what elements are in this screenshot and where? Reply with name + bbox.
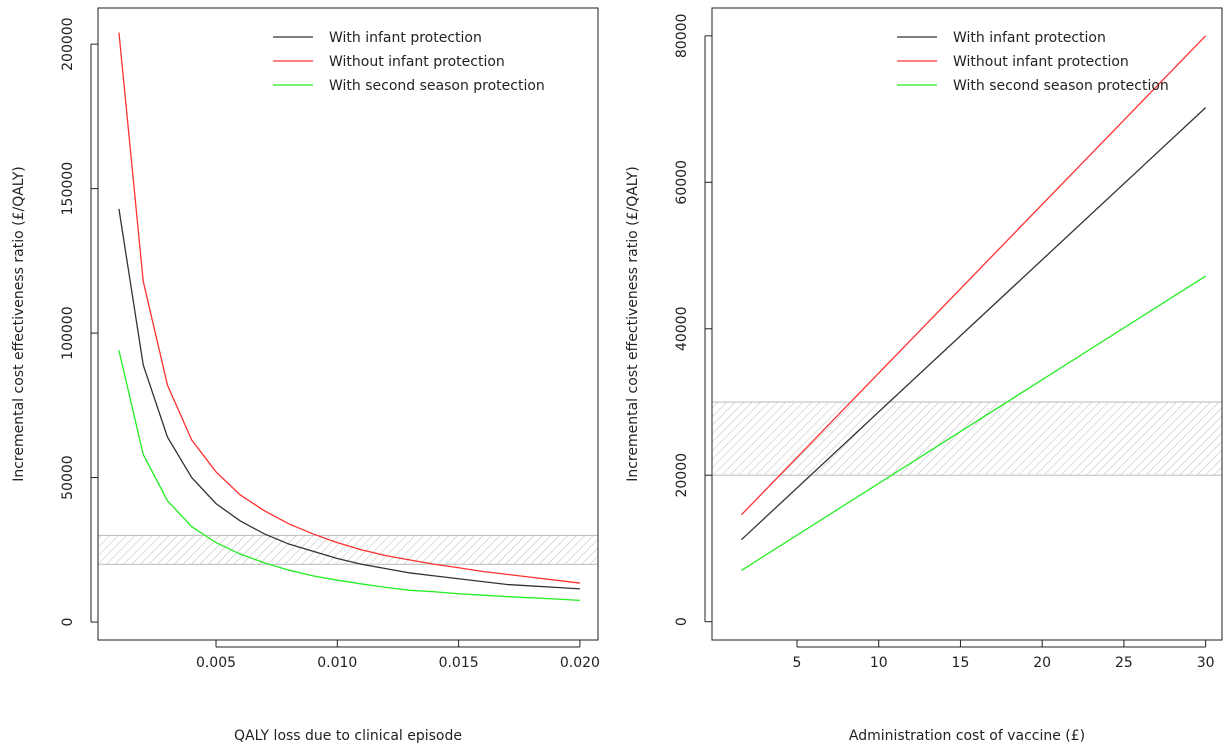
shaded-band <box>97 534 599 565</box>
x-tick-label: 5 <box>793 655 802 671</box>
x-tick-label: 20 <box>1033 655 1051 671</box>
plot-frame <box>97 7 599 641</box>
y-tick-label: 60000 <box>674 160 690 205</box>
legend-label: With infant protection <box>329 30 482 46</box>
y-tick-label: 80000 <box>674 14 690 59</box>
series-line <box>118 208 580 590</box>
legend-label: With second season protection <box>953 78 1169 94</box>
y-tick-label: 150000 <box>60 162 76 215</box>
x-tick-label: 25 <box>1115 655 1133 671</box>
shaded-band <box>711 401 1223 476</box>
x-tick-label: 30 <box>1197 655 1215 671</box>
series-line <box>740 107 1207 541</box>
y-tick-label: 0 <box>674 617 690 626</box>
y-tick-label: 50000 <box>60 455 76 500</box>
legend-label: Without infant protection <box>329 54 505 70</box>
x-axis-label: Administration cost of vaccine (£) <box>849 728 1085 744</box>
legend-label: With infant protection <box>953 30 1106 46</box>
y-tick-label: 0 <box>60 618 76 627</box>
x-tick-label: 0.005 <box>196 655 236 671</box>
x-tick-label: 10 <box>870 655 888 671</box>
y-axis-label: Incremental cost effectiveness ratio (£/… <box>625 166 641 482</box>
y-tick-label: 20000 <box>674 453 690 498</box>
series-line <box>118 32 581 584</box>
x-tick-label: 0.010 <box>317 655 357 671</box>
x-tick-label: 0.020 <box>560 655 600 671</box>
series-line <box>740 35 1207 516</box>
series-line <box>741 275 1206 571</box>
y-axis-label: Incremental cost effectiveness ratio (£/… <box>11 166 27 482</box>
x-axis-label: QALY loss due to clinical episode <box>234 728 462 744</box>
plot-frame <box>711 7 1223 641</box>
x-tick-label: 0.015 <box>439 655 479 671</box>
legend-label: With second season protection <box>329 78 545 94</box>
y-tick-label: 200000 <box>60 17 76 70</box>
y-tick-label: 40000 <box>674 306 690 351</box>
x-tick-label: 15 <box>952 655 970 671</box>
series-line <box>118 350 580 602</box>
y-tick-label: 100000 <box>60 306 76 359</box>
legend-label: Without infant protection <box>953 54 1129 70</box>
